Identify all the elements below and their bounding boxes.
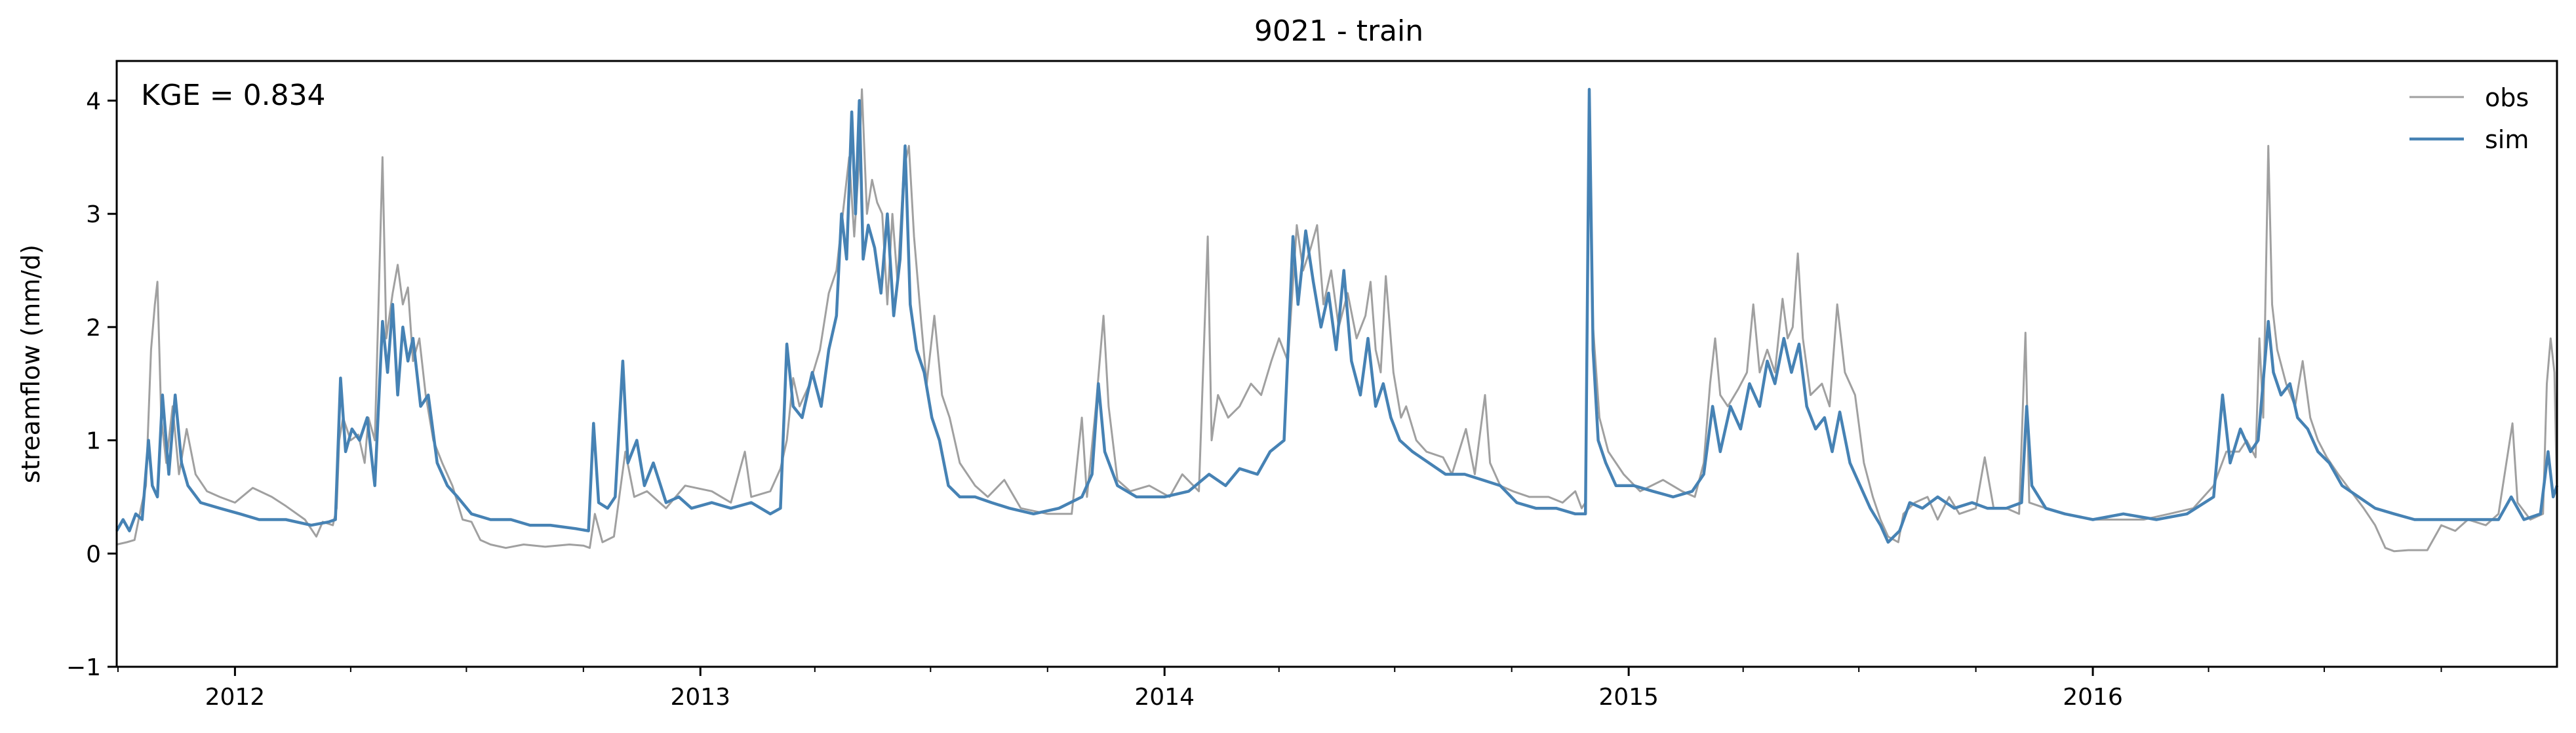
- x-tick-label: 2015: [1598, 684, 1659, 711]
- legend-label-obs: obs: [2485, 83, 2529, 112]
- y-tick-label: −1: [66, 654, 101, 681]
- chart-title: 9021 - train: [1254, 14, 1423, 48]
- y-tick-label: 4: [86, 88, 101, 115]
- legend-label-sim: sim: [2485, 125, 2529, 154]
- y-tick-label: 3: [86, 201, 101, 228]
- x-tick-label: 2012: [205, 684, 266, 711]
- y-axis: −1 0 1 2 3 4: [66, 88, 117, 681]
- x-tick-label: 2014: [1134, 684, 1195, 711]
- series-line-sim: [115, 87, 2559, 544]
- x-axis: 2012 2013 2014 2015 2016: [117, 667, 2442, 711]
- kge-annotation: KGE = 0.834: [141, 79, 326, 112]
- x-tick-label: 2016: [2063, 684, 2123, 711]
- plot-area: [115, 87, 2559, 553]
- x-tick-label: 2013: [670, 684, 730, 711]
- y-tick-label: 1: [86, 428, 101, 455]
- plot-frame: [115, 60, 2558, 668]
- y-tick-label: 0: [86, 541, 101, 568]
- legend: obs sim: [2409, 83, 2529, 154]
- y-tick-label: 2: [86, 315, 101, 342]
- y-axis-label: streamflow (mm/d): [16, 245, 45, 483]
